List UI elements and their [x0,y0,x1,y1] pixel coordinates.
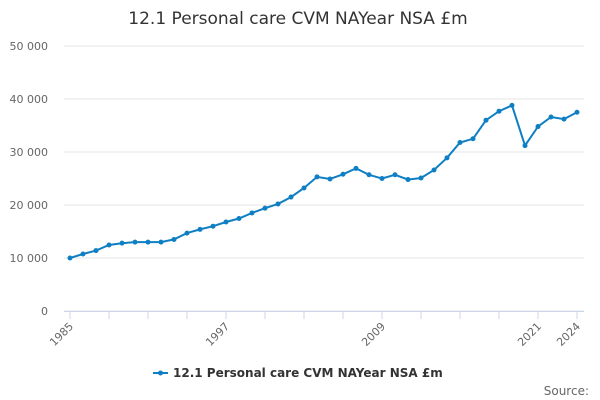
y-tick-label: 20 000 [10,199,49,212]
y-tick-label: 30 000 [10,146,49,159]
x-tick-label: 2024 [554,320,583,349]
x-tick-label: 1985 [47,320,76,349]
data-point[interactable] [327,176,333,182]
data-point[interactable] [184,230,190,236]
data-point[interactable] [145,239,151,245]
data-point[interactable] [197,226,203,232]
data-point[interactable] [340,171,346,177]
data-point[interactable] [548,114,554,120]
data-point[interactable] [392,172,398,178]
data-point[interactable] [561,116,567,122]
y-tick-label: 10 000 [10,252,49,265]
data-point[interactable] [457,139,463,145]
data-point[interactable] [262,205,268,211]
data-point[interactable] [522,143,528,149]
legend-marker [158,370,163,376]
data-point[interactable] [470,136,476,142]
data-point[interactable] [535,124,541,130]
data-point[interactable] [353,165,359,171]
source-label[interactable]: Source: [544,384,589,398]
data-point[interactable] [119,240,125,246]
data-point[interactable] [431,167,437,173]
series-line [69,104,578,259]
x-tick-label: 2009 [359,320,388,349]
y-tick-label: 40 000 [10,93,49,106]
y-tick-label: 0 [41,305,48,318]
data-point[interactable] [301,185,307,191]
data-point[interactable] [483,117,489,123]
data-point[interactable] [574,109,580,115]
data-point[interactable] [288,194,294,200]
data-point[interactable] [132,239,138,245]
data-point[interactable] [93,248,99,254]
data-point[interactable] [249,210,255,216]
data-point[interactable] [509,102,515,108]
data-point[interactable] [379,176,385,181]
data-point[interactable] [106,242,112,248]
data-point[interactable] [210,223,216,229]
legend-label: 12.1 Personal care CVM NAYear NSA £m [173,366,443,380]
legend-item[interactable]: 12.1 Personal care CVM NAYear NSA £m [153,366,443,380]
data-point[interactable] [405,177,411,183]
data-point[interactable] [80,251,86,257]
data-point[interactable] [158,239,164,245]
data-point[interactable] [67,255,73,261]
y-tick-label: 50 000 [10,40,49,53]
chart-title: 12.1 Personal care CVM NAYear NSA £m [128,9,467,29]
x-tick-label: 2021 [515,320,544,349]
data-point[interactable] [366,172,372,178]
data-point[interactable] [444,155,450,161]
data-point[interactable] [418,175,424,181]
data-point[interactable] [223,219,229,225]
data-point[interactable] [496,108,502,114]
data-point[interactable] [275,201,281,207]
data-point[interactable] [314,174,320,180]
data-point[interactable] [236,216,242,222]
data-point[interactable] [171,236,177,242]
x-tick-label: 1997 [203,320,232,349]
